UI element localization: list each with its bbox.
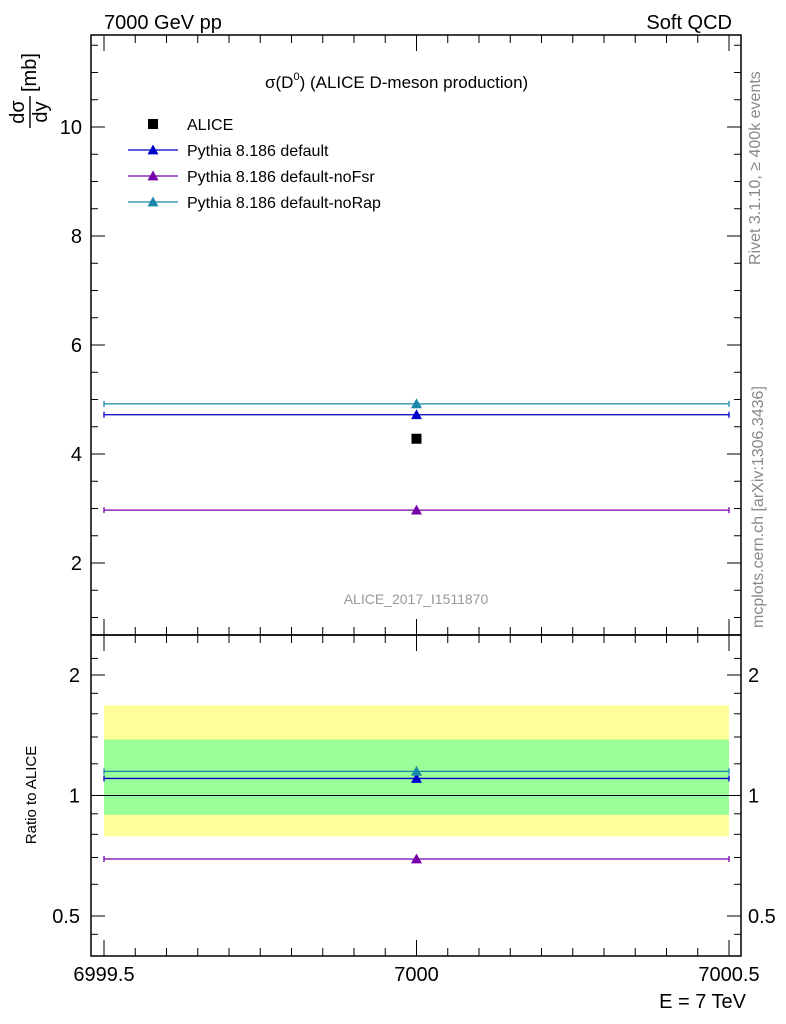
x-tick-label: 6999.5 xyxy=(73,964,134,986)
ratio-series-point-2 xyxy=(411,765,422,776)
title-sigma: σ(D xyxy=(265,73,293,92)
legend-marker-1 xyxy=(147,170,159,181)
ratio-y-tick-label: 0.5 xyxy=(52,906,80,928)
ratio-series-point-0 xyxy=(411,772,422,783)
legend-label-alice: ALICE xyxy=(187,117,233,134)
ylabel-den: dy xyxy=(30,101,52,122)
ratio-y-tick-label: 2 xyxy=(69,665,80,687)
main-series-point-2 xyxy=(411,398,422,409)
legend-marker-2 xyxy=(147,196,159,207)
legend-marker-alice xyxy=(148,119,158,129)
data-point-alice xyxy=(411,433,422,444)
header-left: 7000 GeV pp xyxy=(104,12,222,34)
legend-label-0: Pythia 8.186 default xyxy=(187,143,329,160)
title-sup: 0 xyxy=(293,71,299,83)
main-title: σ(D0) (ALICE D-meson production) xyxy=(265,71,528,92)
ratio-ylabel: Ratio to ALICE xyxy=(23,746,40,844)
x-tick-label: 7000 xyxy=(394,964,439,986)
main-series-point-1 xyxy=(411,504,422,515)
analysis-tag: ALICE_2017_I1511870 xyxy=(344,591,489,607)
title-rest: ) (ALICE D-meson production) xyxy=(300,73,529,92)
mcplots-label: mcplots.cern.ch [arXiv:1306.3436] xyxy=(750,386,767,628)
main-y-tick-label: 2 xyxy=(71,553,82,575)
main-ylabel: dσ dy [mb] xyxy=(7,53,52,128)
ratio-series-point-1 xyxy=(411,853,422,864)
ylabel-unit: [mb] xyxy=(19,53,41,92)
main-y-tick-label: 8 xyxy=(71,226,82,248)
main-y-tick-label: 6 xyxy=(71,335,82,357)
ylabel-num: dσ xyxy=(7,100,29,124)
ratio-y-tick-label-right: 2 xyxy=(748,665,759,687)
main-series-point-0 xyxy=(411,409,422,420)
ratio-y-tick-label-right: 0.5 xyxy=(748,906,776,928)
xlabel: E = 7 TeV xyxy=(659,991,747,1013)
main-y-tick-label: 4 xyxy=(71,444,82,466)
header-right: Soft QCD xyxy=(646,12,732,34)
ratio-y-tick-label-right: 1 xyxy=(748,786,759,808)
legend-label-2: Pythia 8.186 default-noRap xyxy=(187,195,381,212)
main-y-tick-label: 10 xyxy=(60,117,82,139)
legend-marker-0 xyxy=(147,144,159,155)
legend-label-1: Pythia 8.186 default-noFsr xyxy=(187,169,375,186)
ratio-y-tick-label: 1 xyxy=(69,786,80,808)
rivet-label: Rivet 3.1.10, ≥ 400k events xyxy=(747,71,764,265)
x-tick-label: 7000.5 xyxy=(698,964,759,986)
